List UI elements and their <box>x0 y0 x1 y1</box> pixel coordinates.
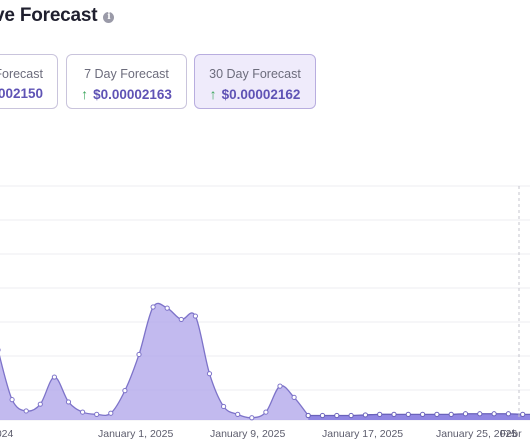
history-point <box>249 415 255 421</box>
x-tick-label: January 17, 2025 <box>322 428 403 440</box>
forecast-card-7-day[interactable]: 7 Day Forecast ↑ $0.00002163 <box>66 54 187 109</box>
history-point <box>235 411 241 417</box>
forecast-point <box>477 411 483 417</box>
forecast-point <box>391 411 397 417</box>
forecast-point <box>491 411 497 417</box>
arrow-up-icon: ↑ <box>209 86 217 102</box>
history-point <box>291 394 297 400</box>
history-point <box>221 403 227 410</box>
forecast-point <box>362 412 368 418</box>
forecast-point <box>434 411 440 417</box>
history-point <box>122 388 128 394</box>
x-tick-label: 2024 <box>0 428 14 440</box>
forecast-chart[interactable]: 2024 January 1, 2025 January 9, 2025 Januar… <box>0 150 530 442</box>
history-point <box>150 304 156 310</box>
forecast-value-text: $0.00002163 <box>93 86 172 102</box>
forecast-point <box>319 412 326 419</box>
history-point <box>23 408 29 414</box>
history-point <box>37 401 43 407</box>
forecast-value-text: 002150 <box>0 86 43 101</box>
history-point <box>277 383 283 389</box>
forecast-card-30-day[interactable]: 30 Day Forecast ↑ $0.00002162 <box>194 54 316 109</box>
history-point <box>136 351 142 358</box>
history-point <box>263 409 269 415</box>
forecast-point <box>448 411 454 417</box>
history-point <box>206 371 213 377</box>
history-point <box>164 305 170 311</box>
history-point <box>65 399 72 405</box>
arrow-up-icon: ↑ <box>81 86 89 102</box>
forecast-card-value: ↑ $0.00002162 <box>195 86 315 102</box>
forecast-card-label: Forecast <box>0 67 43 81</box>
forecast-point <box>334 412 340 419</box>
x-tick-label: January 25, 2025 <box>436 428 517 440</box>
info-icon[interactable]: i <box>103 11 115 23</box>
x-tick-label: January 9, 2025 <box>210 428 285 440</box>
page-title: ve Forecast i <box>0 5 115 27</box>
x-tick-label: January 1, 2025 <box>98 428 173 440</box>
forecast-point <box>520 411 526 417</box>
forecast-value-text: $0.00002162 <box>221 86 301 102</box>
forecast-point <box>348 412 354 419</box>
forecast-card-label: 7 Day Forecast <box>84 67 169 81</box>
history-point <box>178 316 184 323</box>
history-point <box>80 409 86 415</box>
forecast-card-value: 002150 <box>0 86 57 101</box>
history-point <box>51 374 58 380</box>
forecast-point <box>405 411 411 417</box>
history-area <box>0 303 309 420</box>
forecast-point <box>462 411 469 417</box>
forecast-point <box>505 411 511 417</box>
history-point <box>9 397 15 403</box>
forecast-point <box>305 412 311 419</box>
x-tick-label: Febr <box>500 428 522 440</box>
forecast-point <box>377 411 383 417</box>
forecast-card-label: 30 Day Forecast <box>209 67 301 81</box>
forecast-point <box>420 411 426 417</box>
history-point <box>108 410 114 416</box>
title-text: ve Forecast <box>0 5 98 26</box>
forecast-card-value: ↑ $0.00002163 <box>67 86 186 102</box>
forecast-card-1[interactable]: Forecast 002150 <box>0 54 58 109</box>
history-point <box>192 313 198 319</box>
history-point <box>94 411 100 417</box>
